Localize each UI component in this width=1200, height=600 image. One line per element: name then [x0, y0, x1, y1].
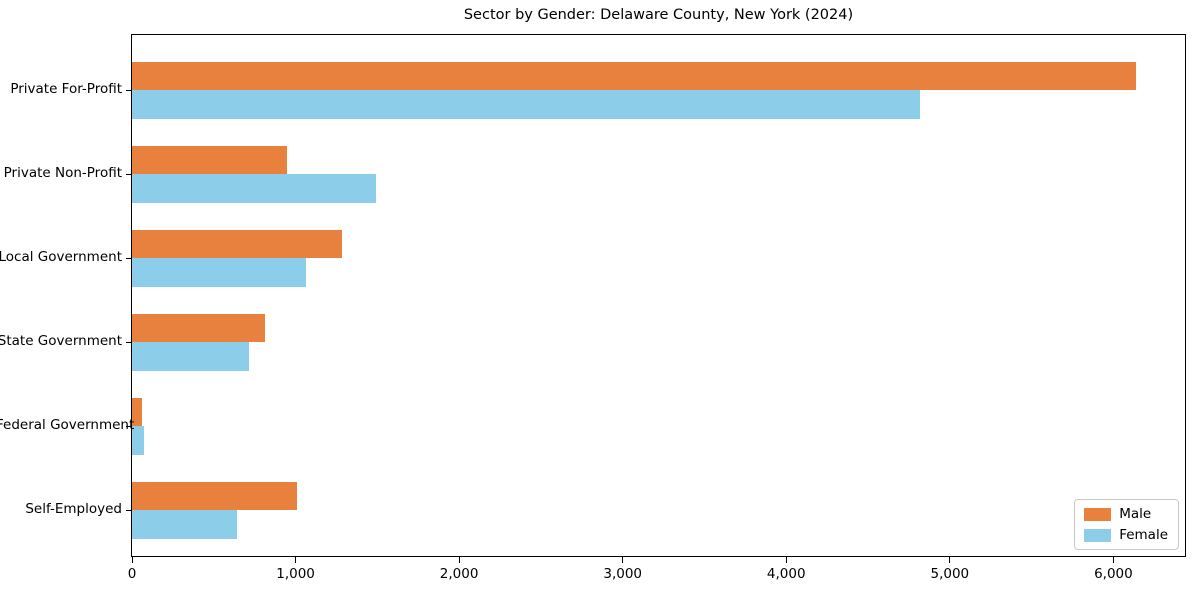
- x-axis-tick: [1112, 557, 1114, 563]
- y-axis-tick: [126, 173, 132, 175]
- legend-swatch-male: [1084, 507, 1112, 521]
- x-axis-tick-label: 4,000: [766, 566, 806, 582]
- legend-row-female: Female: [1084, 527, 1168, 543]
- bar-male-self-employed: [132, 481, 298, 510]
- bar-female-self-employed: [132, 510, 237, 539]
- legend-label-female: Female: [1119, 527, 1168, 543]
- legend: Male Female: [1074, 499, 1179, 550]
- bar-female-state-government: [132, 342, 249, 371]
- x-axis-tick: [295, 557, 297, 563]
- y-axis-label-private-for-profit: Private For-Profit: [10, 81, 122, 97]
- x-axis-tick: [458, 557, 460, 563]
- y-axis-tick: [126, 341, 132, 343]
- y-axis-tick: [126, 89, 132, 91]
- y-axis-label-state-government: State Government: [0, 333, 122, 349]
- x-axis-tick-label: 5,000: [930, 566, 970, 582]
- legend-swatch-female: [1084, 528, 1112, 542]
- chart-title: Sector by Gender: Delaware County, New Y…: [463, 7, 854, 23]
- x-axis-tick: [785, 557, 787, 563]
- bar-male-federal-government: [132, 397, 142, 426]
- x-axis-tick: [949, 557, 951, 563]
- y-axis-label-federal-government: Federal Government: [0, 417, 135, 433]
- y-axis-tick: [126, 509, 132, 511]
- y-axis-tick: [126, 257, 132, 259]
- plot-area: Male Female Private For-Profit Private No…: [0, 34, 1186, 582]
- bar-female-local-government: [132, 258, 307, 287]
- x-axis-tick-label: 0: [127, 566, 137, 582]
- bar-male-private-for-profit: [132, 61, 1137, 90]
- legend-row-male: Male: [1084, 506, 1168, 522]
- bar-male-state-government: [132, 313, 266, 342]
- y-axis-label-local-government: Local Government: [0, 249, 122, 265]
- bar-female-private-non-profit: [132, 174, 376, 203]
- bar-male-local-government: [132, 229, 343, 258]
- y-axis-tick: [126, 425, 132, 427]
- bar-female-federal-government: [132, 426, 145, 455]
- y-axis-label-self-employed: Self-Employed: [25, 501, 122, 517]
- x-axis-tick: [131, 557, 133, 563]
- x-axis-tick-label: 6,000: [1094, 566, 1133, 582]
- x-axis-tick: [622, 557, 624, 563]
- bar-female-private-for-profit: [132, 90, 921, 119]
- x-axis-tick-label: 3,000: [603, 566, 643, 582]
- x-axis-tick-label: 1,000: [276, 566, 315, 582]
- y-axis-label-private-non-profit: Private Non-Profit: [3, 165, 122, 181]
- legend-label-male: Male: [1119, 506, 1152, 522]
- bar-male-private-non-profit: [132, 145, 288, 174]
- x-axis-tick-label: 2,000: [439, 566, 479, 582]
